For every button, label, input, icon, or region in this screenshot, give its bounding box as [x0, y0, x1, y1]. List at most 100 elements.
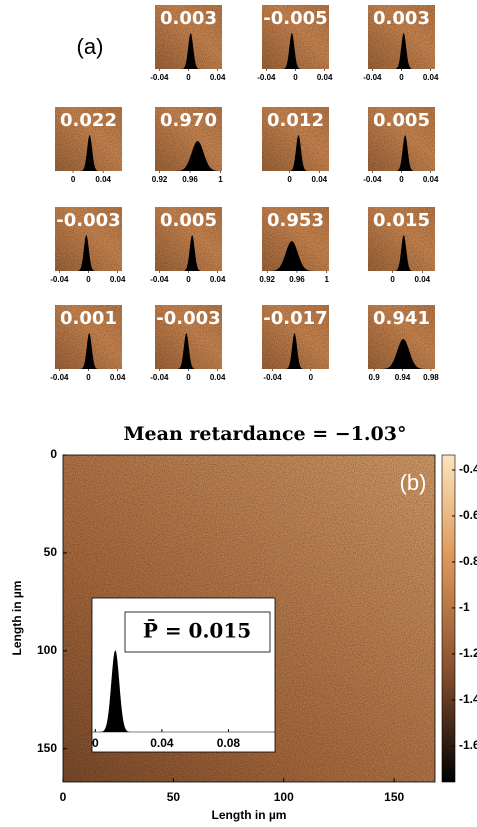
x-tick-label: 0.04: [312, 175, 328, 184]
x-tick-label: 0: [186, 73, 191, 82]
cell-value: 0.005: [160, 210, 217, 231]
x-tick-label: 0.04: [210, 73, 226, 82]
colorbar-tick-label: -0.6: [459, 508, 477, 522]
x-tick-label: 1: [218, 175, 223, 184]
cell-value: 0.001: [60, 308, 117, 329]
histogram: [284, 333, 305, 369]
x-tick-label: 0.96: [289, 275, 305, 284]
y-tick-label: 50: [44, 545, 58, 559]
panel-label: (b): [400, 470, 427, 495]
y-axis-label: Length in µm: [10, 581, 24, 656]
histogram: [395, 135, 416, 171]
histogram: [393, 235, 414, 271]
x-tick-label: 0.04: [423, 73, 439, 82]
x-axis-label: Length in µm: [212, 808, 287, 822]
histogram: [393, 33, 414, 69]
x-tick-label: 0.04: [210, 275, 226, 284]
histogram: [173, 141, 222, 171]
inset-legend: [124, 611, 271, 653]
x-tick-label: 1: [325, 275, 330, 284]
x-tick-label: 0.96: [182, 175, 198, 184]
x-tick-label: 0.04: [95, 175, 111, 184]
histogram: [79, 135, 100, 171]
colorbar-tick-label: -1.2: [459, 646, 477, 660]
x-tick-label: 0.92: [259, 275, 275, 284]
x-tick-label: 0: [399, 73, 404, 82]
cell-value: 0.953: [267, 210, 324, 231]
colorbar-tick-label: -0.4: [459, 462, 477, 476]
x-tick-label: 0.04: [150, 736, 174, 750]
cell-value: -0.005: [263, 8, 327, 29]
cell-value: 0.003: [160, 8, 217, 29]
histogram: [379, 339, 428, 369]
cell-value: 0.012: [267, 110, 324, 131]
x-tick-label: 0: [71, 175, 76, 184]
x-tick-label: 0.04: [423, 175, 439, 184]
x-tick-label: 0: [399, 175, 404, 184]
x-tick-label: 0.92: [152, 175, 168, 184]
x-tick-label: -0.04: [263, 373, 282, 382]
heatmap-frame: [62, 454, 436, 783]
histogram: [99, 650, 132, 732]
x-tick-label: 0: [92, 736, 99, 750]
x-tick-label: 50: [167, 790, 181, 804]
x-tick-label: 0: [390, 275, 395, 284]
x-tick-label: -0.04: [363, 73, 382, 82]
x-tick-label: 0: [60, 790, 67, 804]
x-tick-label: 0.98: [423, 373, 439, 382]
y-tick-label: 150: [37, 741, 57, 755]
x-tick-label: -0.04: [363, 175, 382, 184]
x-tick-label: 0.94: [395, 373, 411, 382]
cell-value: 0.015: [373, 210, 430, 231]
y-tick-label: 0: [50, 447, 57, 461]
histogram: [288, 135, 309, 171]
colorbar-tick-label: -1: [459, 600, 470, 614]
histogram: [176, 333, 197, 369]
chart-title: Mean retardance = −1.03°: [124, 423, 407, 445]
cell-value: 0.970: [160, 110, 217, 131]
colorbar-tick-label: -0.8: [459, 554, 477, 568]
x-tick-label: 150: [384, 790, 404, 804]
histogram: [76, 235, 97, 271]
x-tick-label: 0: [86, 373, 91, 382]
colorbar: [441, 454, 456, 783]
cell-value: -0.003: [56, 210, 120, 231]
x-tick-label: 100: [274, 790, 294, 804]
panel-a: 0.003 -0.04 0 0.04 -0.005 -0.04 0 0.04 0.003 -0.0…: [50, 5, 439, 382]
cell-value: 0.003: [373, 8, 430, 29]
histogram: [281, 33, 302, 69]
x-tick-label: 0.04: [110, 373, 126, 382]
x-tick-label: -0.04: [150, 373, 169, 382]
colorbar-tick-label: -1.6: [459, 738, 477, 752]
histogram: [182, 235, 203, 271]
y-tick-label: 100: [37, 643, 57, 657]
x-tick-label: 0.9: [369, 373, 381, 382]
panel-label: (a): [77, 34, 104, 59]
x-tick-label: -0.04: [50, 275, 69, 284]
x-tick-label: 0.08: [217, 736, 241, 750]
colorbar-tick-label: -1.4: [459, 692, 477, 706]
histogram: [79, 333, 100, 369]
x-tick-label: 0.04: [317, 73, 333, 82]
cell-value: -0.003: [156, 308, 220, 329]
x-tick-label: 0: [186, 373, 191, 382]
x-tick-label: 0.04: [210, 373, 226, 382]
x-tick-label: 0: [287, 175, 292, 184]
cell-value: 0.022: [60, 110, 117, 131]
x-tick-label: 0: [309, 373, 314, 382]
cell-value: 0.005: [373, 110, 430, 131]
x-tick-label: -0.04: [257, 73, 276, 82]
histogram: [180, 33, 201, 69]
x-tick-label: 0.04: [415, 275, 431, 284]
x-tick-label: -0.04: [50, 373, 69, 382]
x-tick-label: -0.04: [150, 275, 169, 284]
cell-value: 0.941: [373, 308, 430, 329]
inset-text: P̄ = 0.015: [143, 618, 251, 643]
cell-value: -0.017: [263, 308, 327, 329]
histogram: [267, 241, 316, 271]
x-tick-label: 0: [86, 275, 91, 284]
x-tick-label: 0.04: [110, 275, 126, 284]
x-tick-label: 0: [186, 275, 191, 284]
x-tick-label: -0.04: [150, 73, 169, 82]
cell-texture: [155, 107, 222, 171]
